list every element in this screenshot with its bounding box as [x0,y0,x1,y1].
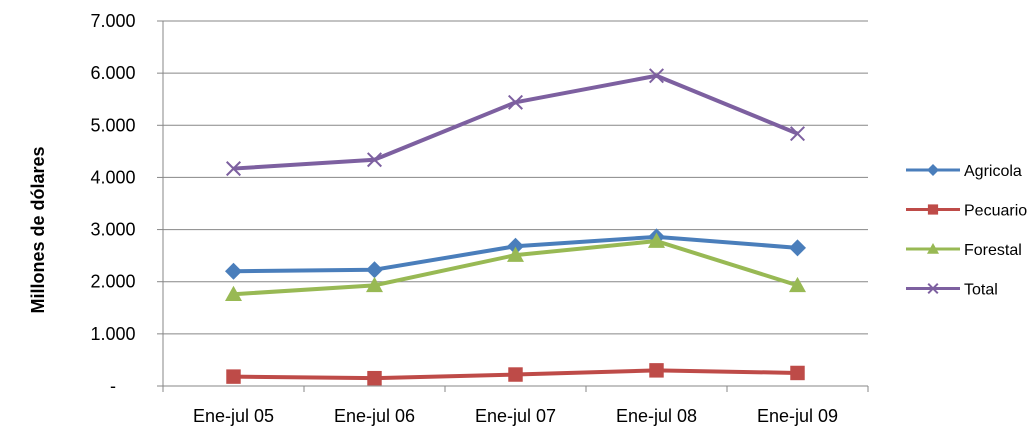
legend-item: Agricola [906,163,1022,180]
data-point-diamond [225,262,242,280]
y-tick-label: 2.000 [90,272,135,292]
y-axis-title: Millones de dólares [28,146,48,313]
x-tick-label: Ene-jul 08 [616,406,697,426]
data-point-triangle [927,243,939,254]
data-point-square [226,369,241,384]
y-tick-label: 5.000 [90,115,135,135]
x-tick-labels: Ene-jul 05 Ene-jul 06 Ene-jul 07 Ene-jul 08… [193,406,838,426]
y-tick-label: - [110,376,116,396]
data-point-x [789,126,806,142]
x-marker-stroke [225,161,242,177]
legend-label: Agricola [964,163,1022,180]
y-tick-label: 3.000 [90,220,135,240]
series-pecuario [226,363,805,386]
x-marker-stroke [789,126,806,142]
data-point-square [649,363,664,378]
x-tick-label: Ene-jul 09 [757,406,838,426]
legend: Agricola Pecuario Forestal Total [906,163,1027,299]
gridlines [163,20,868,335]
data-point-x [225,161,242,177]
series-forestal [225,232,806,302]
legend-label: Pecuario [964,203,1027,220]
data-point-triangle [225,285,242,302]
data-point-diamond [927,164,939,176]
legend-item: Total [906,282,998,299]
axes [157,20,869,392]
legend-item: Pecuario [906,203,1027,220]
data-point-x [648,68,665,84]
x-tick-label: Ene-jul 07 [475,406,556,426]
data-point-square [367,370,382,386]
series-line [233,73,799,171]
data-point-triangle [366,276,383,293]
x-marker-stroke [648,68,665,84]
x-tick-label: Ene-jul 06 [334,406,415,426]
data-point-square [790,365,805,381]
x-tick-label: Ene-jul 05 [193,406,274,426]
data-point-triangle [789,276,806,293]
y-tick-label: 4.000 [90,167,135,187]
y-tick-label: 6.000 [90,63,135,83]
x-marker-stroke [366,152,383,168]
y-tick-labels: - 1.000 2.000 3.000 4.000 5.000 6.000 7.000 [90,11,135,396]
data-point-diamond [507,237,524,255]
data-point-x [366,152,383,168]
data-point-diamond [366,261,383,279]
legend-label: Total [964,282,998,299]
series-total [225,68,806,177]
data-point-square [508,367,523,382]
data-point-triangle [507,246,524,262]
series [225,68,806,386]
data-point-triangle [648,232,665,248]
data-point-x [507,94,524,110]
y-tick-label: 7.000 [90,11,135,31]
x-marker-stroke [927,282,939,295]
data-point-diamond [789,239,806,257]
data-point-x [927,282,939,295]
legend-label: Forestal [964,242,1022,259]
x-marker-stroke [507,94,524,110]
legend-item: Forestal [906,242,1022,259]
y-tick-label: 1.000 [90,324,135,344]
data-point-square [927,204,939,215]
